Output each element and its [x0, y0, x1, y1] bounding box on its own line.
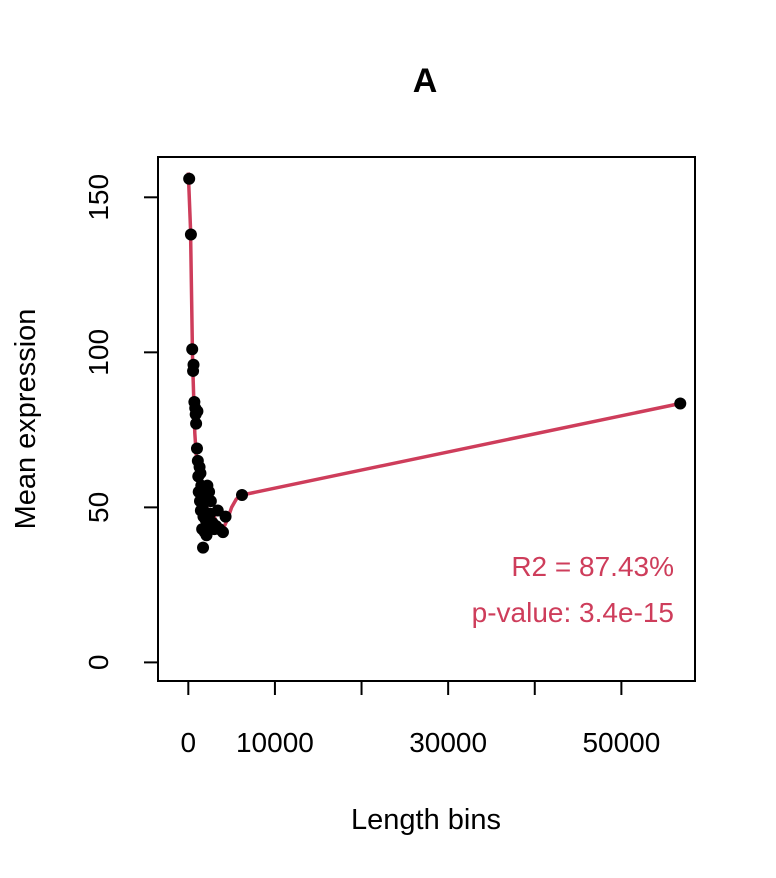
data-point [236, 488, 249, 501]
x-axis-label: Length bins [351, 804, 501, 836]
data-point [197, 541, 210, 554]
data-point [674, 397, 687, 410]
chart-title: A [413, 62, 438, 100]
data-point [186, 343, 199, 356]
data-point [191, 405, 204, 418]
data-point [194, 467, 207, 480]
y-tick-label: 150 [83, 174, 114, 221]
data-point [190, 442, 203, 455]
fit-line [186, 172, 681, 531]
data-point [219, 510, 232, 523]
y-tick-label: 50 [83, 492, 114, 523]
data-point [184, 228, 197, 241]
y-tick-label: 100 [83, 329, 114, 376]
data-point [204, 495, 217, 508]
x-axis: 0 10000 30000 50000 [181, 680, 660, 758]
x-tick-label: 30000 [409, 727, 487, 758]
x-tick-label: 0 [181, 727, 197, 758]
data-point [183, 172, 196, 185]
x-tick-label: 50000 [582, 727, 660, 758]
data-point [187, 358, 200, 371]
y-axis: 0 50 100 150 [83, 174, 159, 671]
data-point [216, 526, 229, 539]
y-axis-label: Mean expression [10, 309, 42, 530]
points-group [183, 172, 687, 554]
data-point [203, 485, 216, 498]
x-tick-label: 10000 [236, 727, 314, 758]
r2-annotation: R2 = 87.43% [511, 551, 674, 582]
y-tick-label: 0 [83, 655, 114, 671]
fit-line-group [186, 172, 681, 531]
p-value-annotation: p-value: 3.4e-15 [472, 597, 674, 628]
data-point [190, 417, 203, 430]
